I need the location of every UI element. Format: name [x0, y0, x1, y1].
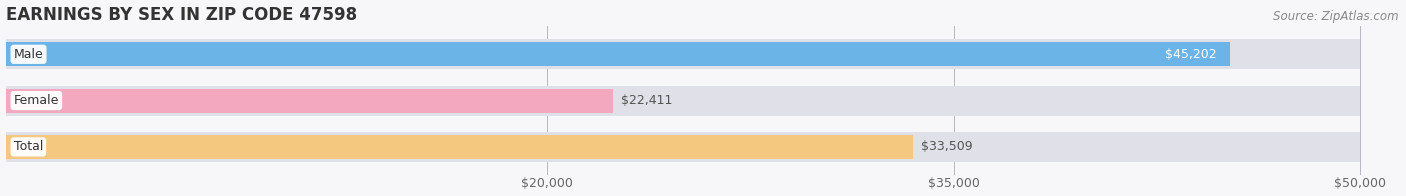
Bar — [6, 42, 1230, 66]
Bar — [6, 85, 1360, 116]
Bar — [6, 89, 613, 113]
Text: Male: Male — [14, 48, 44, 61]
Text: $33,509: $33,509 — [921, 140, 973, 153]
Text: EARNINGS BY SEX IN ZIP CODE 47598: EARNINGS BY SEX IN ZIP CODE 47598 — [6, 5, 357, 24]
Text: Total: Total — [14, 140, 44, 153]
Bar — [6, 135, 912, 159]
Text: Female: Female — [14, 94, 59, 107]
Bar — [6, 132, 1360, 162]
Text: $22,411: $22,411 — [620, 94, 672, 107]
Bar — [6, 39, 1360, 69]
Text: $45,202: $45,202 — [1164, 48, 1216, 61]
Text: Source: ZipAtlas.com: Source: ZipAtlas.com — [1274, 10, 1399, 23]
